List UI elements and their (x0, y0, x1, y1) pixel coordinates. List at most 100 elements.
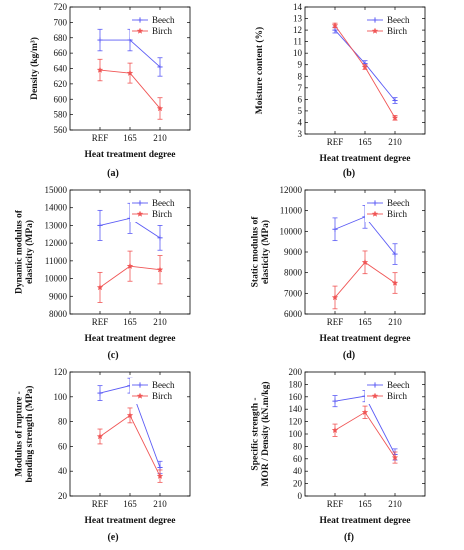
data-point-birch (361, 63, 369, 70)
y-tick-label: 200 (289, 367, 303, 377)
legend-marker (371, 210, 379, 217)
series-birch (331, 250, 399, 310)
legend-box (365, 378, 421, 404)
x-tick-label: 165 (123, 317, 137, 327)
x-axis-label: Heat treatment degree (85, 334, 176, 344)
y-tick-label: 11 (293, 37, 302, 47)
y-tick-label: 6 (298, 94, 303, 104)
data-point-birch (126, 69, 134, 76)
series-birch (96, 58, 164, 120)
y-tick-label: 14 (293, 2, 303, 12)
y-axis-label-line: Modulus of rupture - (14, 391, 24, 477)
y-tick-label: 120 (289, 417, 303, 427)
data-point-birch (96, 432, 104, 440)
data-point-birch (391, 279, 399, 286)
legend-entry-birch: Birch (152, 209, 172, 219)
series-birch (96, 250, 164, 303)
x-tick-label: 165 (123, 499, 137, 509)
y-axis-label-line: Static modulus of (250, 216, 260, 288)
y-tick-label: 80 (293, 441, 303, 451)
legend-marker (371, 27, 379, 34)
x-tick-label: 210 (388, 499, 402, 509)
legend-marker (371, 392, 379, 399)
y-tick-label: 12 (293, 25, 302, 35)
series-birch (331, 405, 399, 464)
y-tick-label: 700 (54, 17, 68, 27)
y-tick-label: 5 (298, 106, 303, 116)
y-tick-label: 10000 (280, 226, 303, 236)
x-axis-label: Heat treatment degree (320, 334, 411, 344)
y-axis-label-line: elasticity (MPa) (260, 220, 271, 284)
y-tick-label: 100 (54, 392, 68, 402)
data-point-birch (156, 266, 164, 273)
legend-entry-beech: Beech (387, 15, 410, 25)
y-axis-label-line: Specific strength - (250, 397, 260, 470)
x-tick-label: 165 (123, 133, 137, 143)
legend-box (130, 196, 186, 222)
legend-entry-beech: Beech (152, 380, 175, 390)
y-tick-label: 40 (58, 466, 68, 476)
x-axis-label: Heat treatment degree (85, 150, 176, 160)
legend-entry-birch: Birch (387, 26, 407, 36)
panel-caption: (a) (107, 168, 119, 179)
y-tick-label: 9000 (284, 247, 303, 257)
data-point-birch (361, 408, 369, 416)
x-tick-label: REF (327, 317, 344, 327)
y-axis-label: Modulus of rupture -bending strength (MP… (14, 386, 35, 483)
legend-marker (136, 27, 144, 34)
y-tick-label: 680 (54, 33, 68, 43)
x-axis-label: Heat treatment degree (85, 516, 176, 526)
y-tick-label: 60 (293, 454, 303, 464)
y-tick-label: 180 (289, 379, 303, 389)
x-axis-label: Heat treatment degree (320, 154, 411, 164)
y-tick-label: 620 (54, 79, 68, 89)
y-axis-label-line: Density (kg/m³) (29, 37, 40, 100)
data-point-birch (331, 426, 339, 434)
y-axis-label-line: bending strength (MPa) (24, 386, 35, 483)
series-line-birch (334, 411, 396, 458)
data-point-birch (331, 293, 339, 301)
y-axis-label: Static modulus ofelasticity (MPa) (250, 216, 271, 288)
series-line-birch (334, 25, 396, 119)
x-tick-label: 210 (388, 317, 402, 327)
legend-entry-beech: Beech (152, 198, 175, 208)
y-tick-label: 160 (289, 392, 303, 402)
y-tick-label: 11000 (45, 256, 68, 266)
y-tick-label: 660 (54, 48, 68, 58)
y-axis-label: Moisture content (%) (254, 27, 265, 114)
data-point-birch (156, 104, 164, 112)
y-tick-label: 580 (54, 110, 68, 120)
x-axis-label: Heat treatment degree (320, 516, 411, 526)
legend-entry-birch: Birch (387, 209, 407, 219)
x-tick-label: REF (92, 317, 109, 327)
legend-entry-beech: Beech (152, 15, 175, 25)
y-axis-label-line: Dynamic modulus of (14, 209, 24, 294)
legend-entry-beech: Beech (387, 198, 410, 208)
series-line-birch (99, 414, 161, 477)
data-point-birch (156, 472, 164, 479)
legend-entry-birch: Birch (387, 391, 407, 401)
y-tick-label: 10 (293, 48, 303, 58)
x-tick-label: 210 (153, 317, 167, 327)
y-tick-label: 120 (54, 367, 68, 377)
y-tick-label: 9 (298, 60, 303, 70)
y-tick-label: 640 (54, 64, 68, 74)
legend-entry-birch: Birch (152, 391, 172, 401)
y-tick-label: 6000 (284, 309, 303, 319)
data-point-birch (96, 283, 104, 291)
y-tick-label: 60 (58, 441, 68, 451)
chart-5: 20 40 60 80 100 120 REF 165 210 Heat treatment de… (14, 367, 191, 543)
y-tick-label: 8000 (49, 309, 68, 319)
legend-box (365, 196, 421, 222)
y-axis-label: Density (kg/m³) (29, 37, 40, 100)
legend-box (130, 378, 186, 404)
y-tick-label: 600 (54, 94, 68, 104)
y-tick-label: 20 (58, 491, 68, 501)
y-tick-label: 14000 (45, 203, 68, 213)
y-axis-label: Dynamic modulus ofelasticity (MPa) (14, 209, 35, 294)
data-point-birch (331, 21, 339, 29)
y-tick-label: 9000 (49, 291, 68, 301)
legend-entry-birch: Birch (152, 26, 172, 36)
